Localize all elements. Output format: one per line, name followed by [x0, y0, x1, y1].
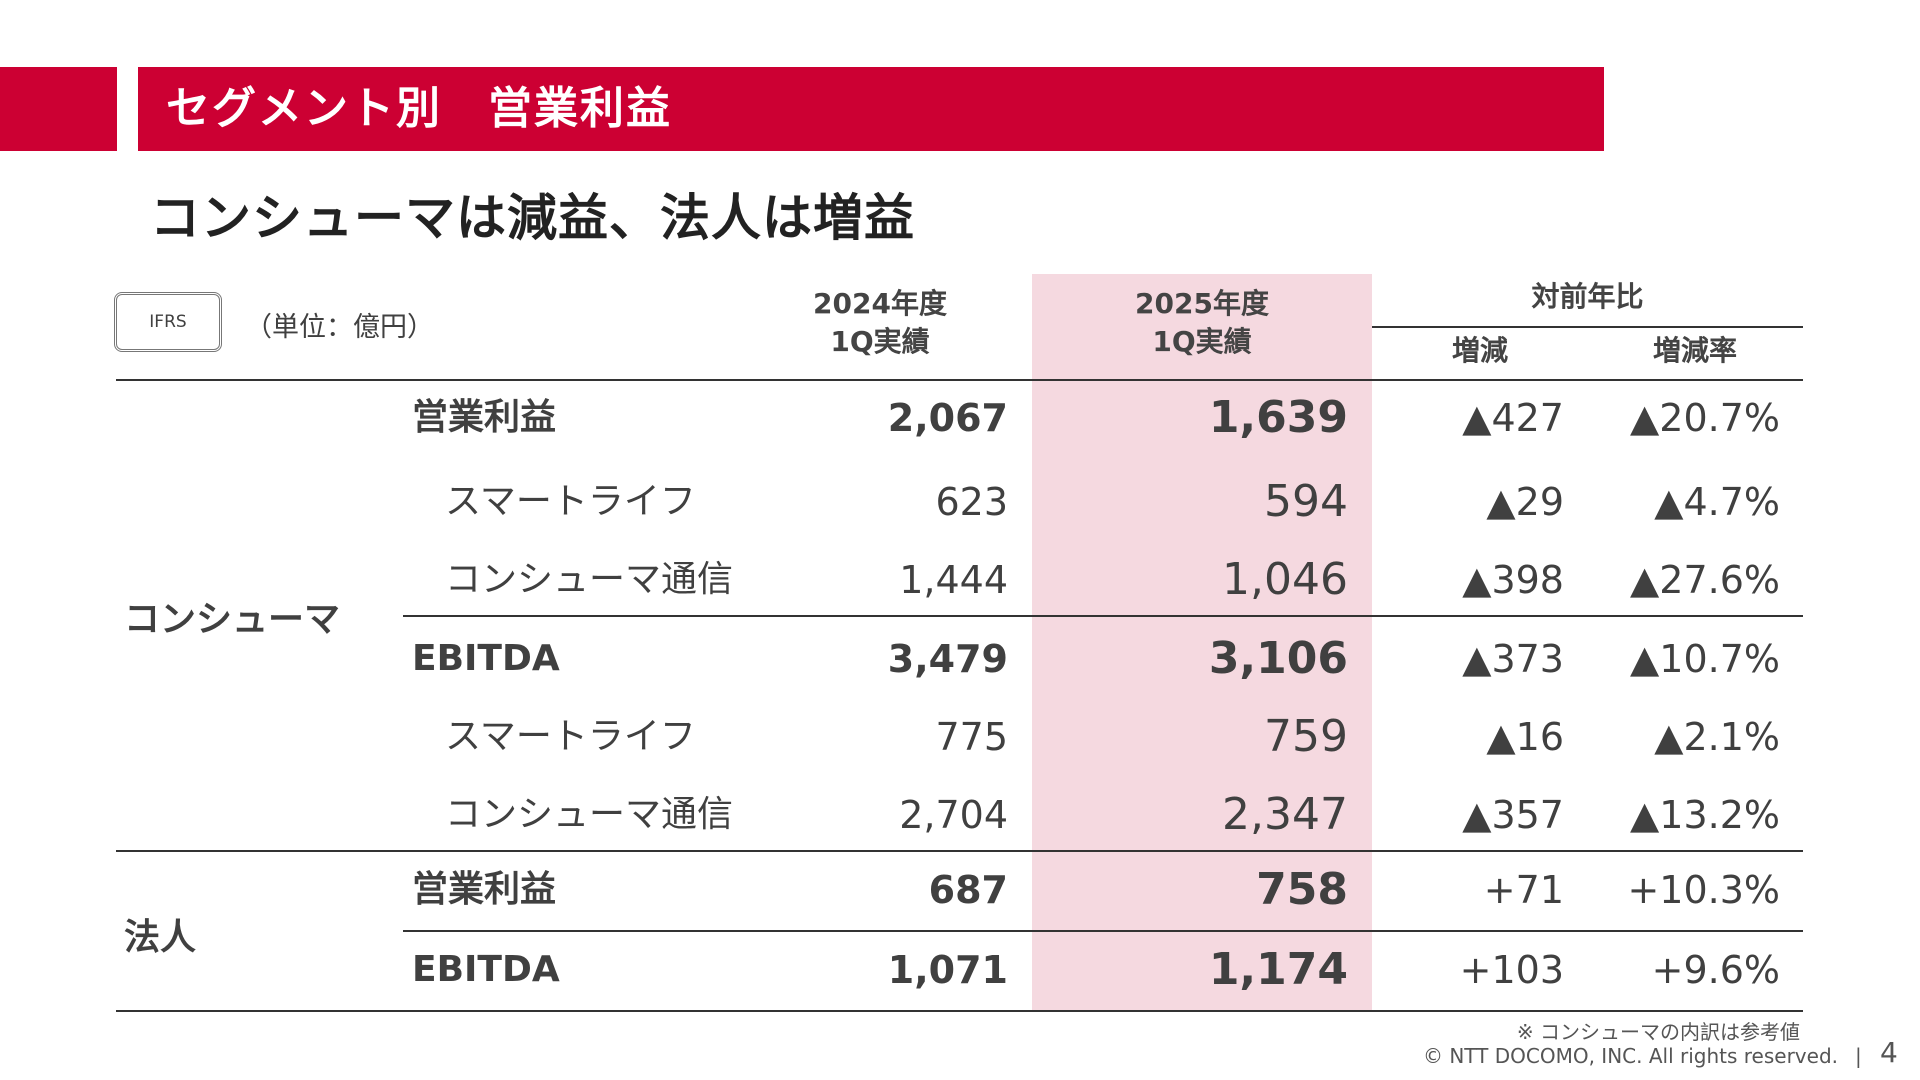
row-label: EBITDA	[412, 638, 560, 679]
value-fy2025: 759	[1264, 711, 1348, 762]
row-divider	[403, 930, 1803, 932]
value-rate: +10.3%	[1627, 868, 1780, 912]
row-divider	[403, 615, 1803, 617]
value-fy2025: 2,347	[1222, 789, 1348, 840]
row-label: コンシューマ通信	[445, 794, 734, 835]
value-fy2024: 2,704	[899, 793, 1008, 837]
column-header-rate: 増減率	[1652, 334, 1737, 367]
group-divider	[116, 850, 1803, 852]
fy2025-year: 2025年度	[1135, 287, 1269, 320]
section-title: セグメント別 営業利益	[138, 67, 1604, 151]
value-rate: +9.6%	[1651, 948, 1780, 992]
value-rate: ▲27.6%	[1630, 558, 1780, 602]
value-change: ▲357	[1462, 793, 1564, 837]
value-change: ▲29	[1486, 480, 1564, 524]
row-label: スマートライフ	[445, 481, 696, 522]
footnote: ※ コンシューマの内訳は参考値	[1516, 1020, 1800, 1044]
value-fy2025: 3,106	[1208, 633, 1348, 684]
fy2025-period: 1Q実績	[1152, 325, 1252, 358]
value-fy2024: 1,071	[887, 948, 1008, 992]
value-change: ▲398	[1462, 558, 1564, 602]
column-header-change: 増減	[1451, 334, 1508, 367]
row-label: スマートライフ	[445, 716, 696, 757]
value-fy2024: 2,067	[887, 396, 1008, 440]
value-rate: ▲20.7%	[1630, 396, 1780, 440]
value-rate: ▲13.2%	[1630, 793, 1780, 837]
page-headline: コンシューマは減益、法人は増益	[150, 189, 915, 247]
value-fy2024: 775	[935, 715, 1008, 759]
footer-separator: |	[1855, 1044, 1862, 1068]
row-label: コンシューマ通信	[445, 559, 734, 600]
row-label: 営業利益	[412, 869, 557, 910]
column-header-fy2024: 2024年度 1Q実績	[760, 285, 1000, 361]
unit-label: （単位：億円）	[245, 312, 434, 343]
row-label: 営業利益	[412, 397, 557, 438]
fy2024-year: 2024年度	[813, 287, 947, 320]
value-fy2024: 3,479	[887, 637, 1008, 681]
value-rate: ▲4.7%	[1654, 480, 1780, 524]
value-fy2025: 1,174	[1208, 944, 1348, 995]
value-rate: ▲10.7%	[1630, 637, 1780, 681]
value-fy2025: 594	[1264, 476, 1348, 527]
header-divider	[116, 379, 1803, 381]
value-fy2025: 1,639	[1208, 392, 1348, 443]
value-change: ▲16	[1486, 715, 1564, 759]
row-label: EBITDA	[412, 949, 560, 990]
value-change: ▲373	[1462, 637, 1564, 681]
value-rate: ▲2.1%	[1654, 715, 1780, 759]
group-label-enterprise: 法人	[124, 917, 197, 958]
fy2024-period: 1Q実績	[830, 325, 930, 358]
ifrs-badge: IFRS	[114, 292, 222, 352]
value-change: +71	[1483, 868, 1564, 912]
group-label-consumer: コンシューマ	[124, 599, 341, 640]
value-fy2025: 1,046	[1222, 554, 1348, 605]
column-header-fy2025: 2025年度 1Q実績	[1082, 285, 1322, 361]
column-header-yoy: 対前年比	[1531, 280, 1644, 313]
value-fy2024: 687	[928, 868, 1008, 912]
value-fy2025: 758	[1256, 864, 1348, 915]
yoy-divider	[1372, 326, 1803, 328]
page-number: 4	[1880, 1036, 1898, 1069]
copyright: © NTT DOCOMO, INC. All rights reserved.	[1422, 1044, 1838, 1068]
value-fy2024: 623	[935, 480, 1008, 524]
header-accent-block	[0, 67, 117, 151]
value-change: ▲427	[1462, 396, 1564, 440]
table-bottom-line	[116, 1010, 1803, 1012]
value-change: +103	[1459, 948, 1564, 992]
fy2025-highlight-column	[1032, 274, 1372, 1011]
value-fy2024: 1,444	[899, 558, 1008, 602]
